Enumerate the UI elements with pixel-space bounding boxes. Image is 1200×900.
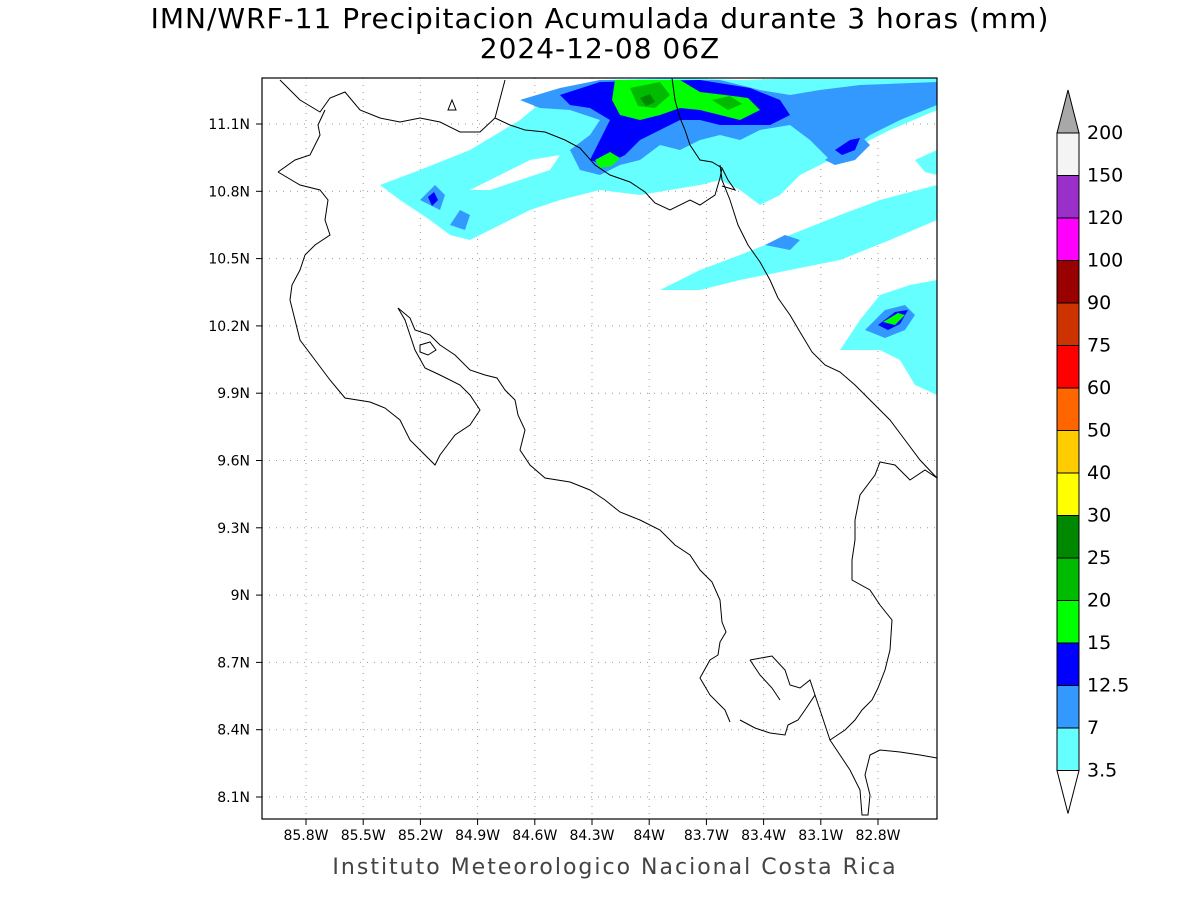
lat-label: 11.1N (208, 117, 250, 133)
lat-label: 9.9N (217, 386, 250, 402)
colorbar-swatch (1056, 302, 1080, 346)
colorbar-bottom-arrow (1056, 770, 1080, 814)
map-datetime: 2024-12-08 06Z (479, 32, 721, 65)
lat-label: 8.4N (217, 723, 250, 739)
colorbar-swatch (1056, 600, 1080, 644)
colorbar-label: 30 (1087, 505, 1111, 527)
lat-label: 10.5N (208, 252, 250, 268)
longitude-labels: 85.8W 85.5W 85.2W 84.9W 84.6W 84.3W 84W 83.7W 83… (283, 819, 901, 844)
lat-label: 8.7N (217, 655, 250, 671)
footer-credit: Instituto Meteorologico Nacional Costa R… (332, 855, 898, 880)
colorbar-label: 60 (1087, 377, 1111, 399)
colorbar-swatch (1056, 472, 1080, 516)
colorbar-label: 12.5 (1087, 675, 1129, 697)
coastline-borders (277, 78, 937, 816)
colorbar-swatch (1056, 132, 1080, 176)
colorbar-label: 20 (1087, 590, 1111, 612)
colorbar-swatch (1056, 557, 1080, 601)
lat-label: 10.8N (208, 184, 250, 200)
lon-label: 85.2W (398, 828, 443, 844)
lon-label: 85.8W (283, 828, 328, 844)
lat-label: 8.1N (217, 790, 250, 806)
colorbar-swatch (1056, 175, 1080, 219)
lon-label: 84.9W (455, 828, 500, 844)
colorbar-swatch (1056, 515, 1080, 559)
colorbar-label: 25 (1087, 547, 1111, 569)
colorbar-label: 3.5 (1087, 760, 1117, 782)
lon-label: 83.7W (684, 828, 729, 844)
map-title: IMN/WRF-11 Precipitacion Acumulada duran… (150, 2, 1050, 35)
colorbar-label: 75 (1087, 335, 1111, 357)
lat-label: 9.6N (217, 454, 250, 470)
colorbar-swatch (1056, 387, 1080, 431)
colorbar-label: 120 (1087, 207, 1123, 229)
lon-label: 83.1W (798, 828, 843, 844)
colorbar-label: 100 (1087, 250, 1123, 272)
colorbar-swatch (1056, 642, 1080, 686)
lat-label: 9.3N (217, 521, 250, 537)
latitude-labels: 11.1N 10.8N 10.5N 10.2N 9.9N 9.6N 9.3N 9N 8.7N 8.… (208, 117, 262, 806)
lat-label: 9N (231, 588, 250, 604)
colorbar-swatch (1056, 345, 1080, 389)
colorbar-label: 90 (1087, 292, 1111, 314)
colorbar-swatch (1056, 217, 1080, 261)
lon-label: 84.3W (569, 828, 614, 844)
colorbar-swatch (1056, 727, 1080, 771)
lon-label: 84.6W (512, 828, 557, 844)
colorbar-label: 40 (1087, 462, 1111, 484)
graticule (262, 78, 937, 819)
colorbar-label: 50 (1087, 420, 1111, 442)
lon-label: 85.5W (341, 828, 386, 844)
precipitation-field (380, 78, 937, 395)
colorbar-label: 150 (1087, 165, 1123, 187)
colorbar-swatch (1056, 260, 1080, 304)
colorbar-label: 7 (1087, 717, 1099, 739)
colorbar-swatch (1056, 430, 1080, 474)
plot-frame (261, 77, 938, 820)
colorbar-top-arrow (1056, 89, 1080, 134)
lon-label: 82.8W (855, 828, 900, 844)
lat-label: 10.2N (208, 319, 250, 335)
lon-label: 83.4W (741, 828, 786, 844)
precipitation-colorbar: 200 150 120 100 90 75 60 50 40 30 25 20 15 12.5 7 3.5 (1056, 89, 1129, 814)
colorbar-label: 15 (1087, 632, 1111, 654)
colorbar-swatch (1056, 685, 1080, 729)
colorbar-label: 200 (1087, 122, 1123, 144)
lon-label: 84W (633, 828, 665, 844)
